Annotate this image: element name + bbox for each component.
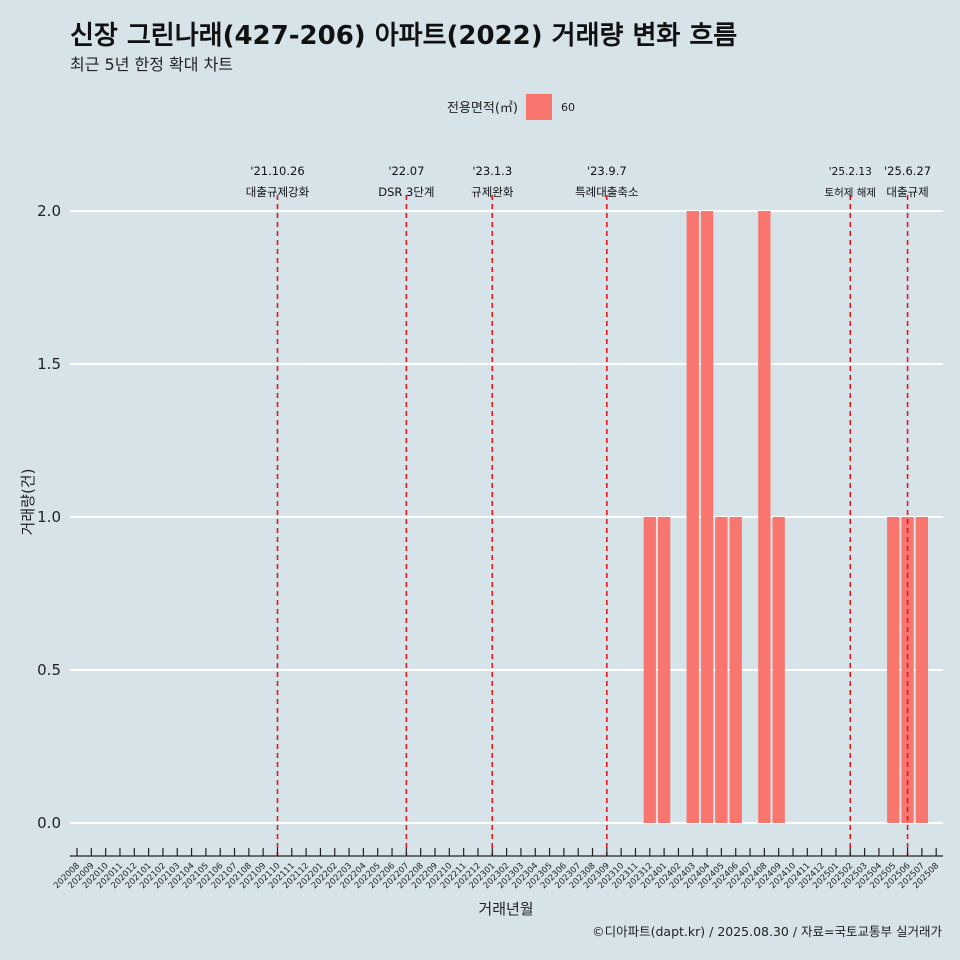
y-axis-title: 거래량(건) <box>19 469 37 536</box>
event-date-label: '23.9.7 <box>587 164 627 178</box>
y-tick-labels: 0.0 0.5 1.0 1.5 2.0 <box>37 202 61 832</box>
legend-swatch <box>526 94 552 120</box>
y-tick-label: 2.0 <box>37 202 61 220</box>
legend-title: 전용면적(㎡) <box>447 101 518 116</box>
y-tick-label: 0.5 <box>37 661 61 679</box>
bar <box>772 517 785 823</box>
event-date-label: '23.1.3 <box>472 164 512 178</box>
x-axis: 2020082020092020102020112020122021012021… <box>52 848 943 891</box>
event-name-label: 규제완화 <box>471 185 514 199</box>
event-name-label: 특례대출축소 <box>575 185 638 199</box>
x-axis-title: 거래년월 <box>478 900 533 918</box>
event-date-label: '25.2.13 <box>829 166 872 178</box>
event-name-label: 토허제 해제 <box>824 186 876 199</box>
bar <box>915 517 929 823</box>
caption: ©디아파트(dapt.kr) / 2025.08.30 / 자료=국토교통부 실… <box>592 924 942 939</box>
y-gridlines <box>70 210 943 824</box>
bar <box>758 211 771 823</box>
bar <box>715 517 728 823</box>
bar <box>729 517 742 823</box>
bar <box>657 517 671 823</box>
bar <box>700 211 714 823</box>
bar <box>887 517 900 823</box>
bar <box>643 517 656 823</box>
bars <box>643 211 929 823</box>
y-tick-label: 1.5 <box>37 355 61 373</box>
legend-label: 60 <box>561 101 575 114</box>
event-date-label: '21.10.26 <box>250 164 304 178</box>
event-lines: '21.10.26 대출규제강화 '22.07 DSR 3단계 '23.1.3 규제완화 '… <box>246 164 931 856</box>
event-date-label: '22.07 <box>388 164 424 178</box>
event-name-label: DSR 3단계 <box>378 185 434 199</box>
y-tick-label: 1.0 <box>37 508 61 526</box>
event-name-label: 대출규제강화 <box>246 185 310 199</box>
legend: 전용면적(㎡) 60 <box>447 94 575 120</box>
bar <box>901 517 914 823</box>
event-name-label: 대출규제 <box>886 185 928 199</box>
bar <box>686 211 699 823</box>
chart-subtitle: 최근 5년 한정 확대 차트 <box>70 55 233 74</box>
event-date-label: '25.6.27 <box>884 164 931 178</box>
chart-title: 신장 그린나래(427-206) 아파트(2022) 거래량 변화 흐름 <box>70 21 737 51</box>
y-tick-label: 0.0 <box>37 814 61 832</box>
